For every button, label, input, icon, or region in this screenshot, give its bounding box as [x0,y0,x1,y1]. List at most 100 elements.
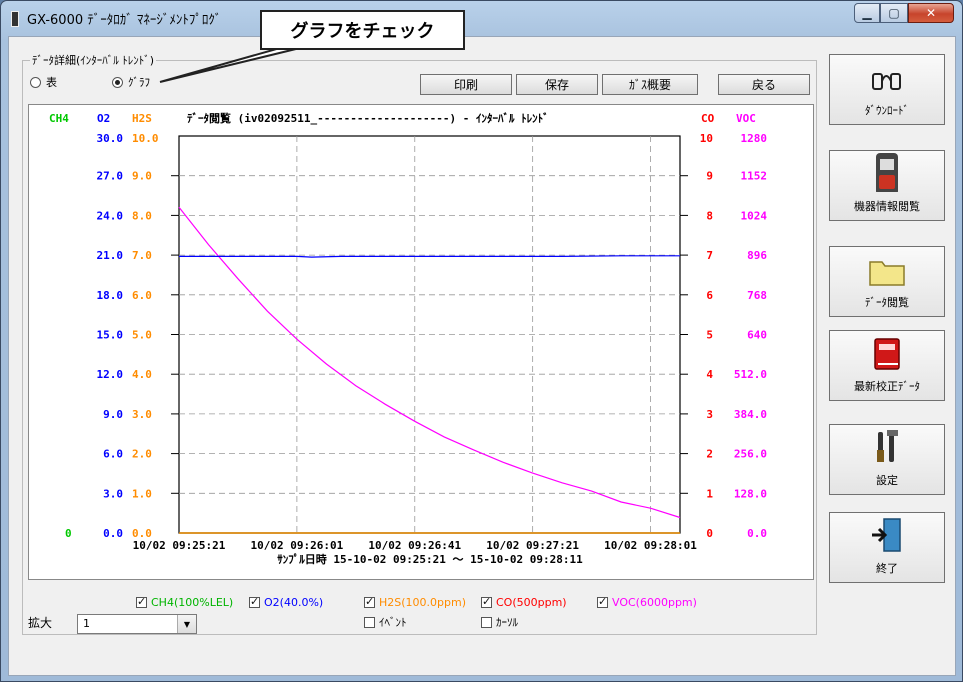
o2-tick-label: 15.0 [97,329,124,342]
app-icon [11,11,19,27]
voc-tick-label: 1152 [741,170,768,183]
co-tick-label: 8 [706,209,713,222]
h2s-checkbox[interactable] [364,595,375,608]
co-tick-label: 9 [706,170,713,183]
x-tick-label: 10/02 09:28:01 [604,539,697,552]
co-tick-label: 10 [700,132,713,145]
co-tick-label: 3 [706,408,713,421]
radio-graph[interactable]: ｸﾞﾗﾌ [112,74,150,90]
co-tick-label: 1 [706,487,713,500]
chart-panel: 10/02 09:25:21 10/02 09:26:01 10/02 09:26:… [28,104,814,580]
event-option[interactable]: ｲﾍﾞﾝﾄ [364,614,407,630]
minimize-button[interactable]: ▁ [854,3,880,23]
legend-co[interactable]: CO(500ppm) [481,595,567,609]
o2-tick-label: 21.0 [97,249,124,262]
minimize-icon: ▁ [862,6,872,20]
calibration-book-icon [874,338,900,370]
voc-label: VOC(6000ppm) [612,596,697,609]
radio-graph-dot[interactable] [112,76,123,88]
exit-door-icon [872,518,901,552]
h2s-tick-label: 3.0 [132,408,152,421]
back-button[interactable]: 戻る [718,74,810,95]
voc-tick-label: 768 [747,289,767,302]
co-tick-label: 0 [706,527,713,540]
o2-tick-label: 27.0 [97,170,124,183]
trend-chart: 10/02 09:25:21 10/02 09:26:01 10/02 09:26:… [49,111,768,566]
o2-tick-label: 3.0 [103,487,123,500]
cursor-option[interactable]: ｶｰｿﾙ [481,614,518,630]
legend-o2[interactable]: O2(40.0%) [249,595,324,609]
h2s-tick-label: 6.0 [132,289,152,302]
save-button[interactable]: 保存 [516,74,598,95]
o2-tick-label: 0.0 [103,527,123,540]
event-checkbox[interactable] [364,616,375,628]
data-view-label: ﾃﾞｰﾀ閲覧 [865,296,909,309]
chart-title: ﾃﾞｰﾀ閲覧 (iv02092511_--------------------)… [187,111,549,125]
print-button[interactable]: 印刷 [420,74,512,95]
legend-h2s[interactable]: H2S(100.0ppm) [364,595,466,609]
radio-table-dot[interactable] [30,76,41,88]
data-view-button[interactable]: ﾃﾞｰﾀ閲覧 [829,246,945,317]
exit-button[interactable]: 終了 [829,512,945,583]
x-tick-label: 10/02 09:27:21 [486,539,579,552]
axis-name-h2s: H2S [132,112,152,125]
o2-checkbox[interactable] [249,595,260,608]
maximize-icon: ▢ [888,6,900,20]
legend-ch4[interactable]: CH4(100%LEL) [136,595,234,609]
h2s-tick-label: 5.0 [132,329,152,342]
x-tick-label: 10/02 09:26:01 [251,539,344,552]
settings-label: 設定 [876,474,898,487]
axis-name-ch4: CH4 [49,112,69,125]
o2-label: O2(40.0%) [264,596,324,609]
o2-tick-label: 6.0 [103,448,123,461]
ch4-label: CH4(100%LEL) [151,596,234,609]
voc-tick-label: 256.0 [734,448,767,461]
co-tick-label: 2 [706,448,713,461]
voc-tick-label: 640 [747,329,767,342]
gas-summary-button[interactable]: ｶﾞｽ概要 [602,74,698,95]
h2s-tick-label: 8.0 [132,209,152,222]
co-checkbox[interactable] [481,595,492,608]
settings-button[interactable]: 設定 [829,424,945,495]
window-title: GX-6000 ﾃﾞｰﾀﾛｶﾞ ﾏﾈｰｼﾞﾒﾝﾄﾌﾟﾛｸﾞ [27,13,222,28]
voc-checkbox[interactable] [597,595,608,608]
series-line-voc [178,206,681,519]
radio-graph-label: ｸﾞﾗﾌ [128,76,150,89]
voc-tick-label: 128.0 [734,487,767,500]
ch4-checkbox[interactable] [136,595,147,608]
close-button[interactable]: ✕ [908,3,954,23]
h2s-tick-label: 2.0 [132,448,152,461]
tools-icon [877,430,898,462]
title-bar[interactable]: GX-6000 ﾃﾞｰﾀﾛｶﾞ ﾏﾈｰｼﾞﾒﾝﾄﾌﾟﾛｸﾞ ▁ ▢ ✕ [1,1,962,35]
o2-tick-label: 24.0 [97,209,124,222]
o2-tick-label: 9.0 [103,408,123,421]
axis-name-voc: VOC [736,112,756,125]
co-tick-label: 4 [706,368,713,381]
h2s-tick-label: 0.0 [132,527,152,540]
co-tick-label: 7 [706,249,713,262]
calibration-label: 最新校正ﾃﾞｰﾀ [854,380,920,393]
axis-name-o2: O2 [97,112,110,125]
gas-monitor-icon [876,153,898,192]
co-label: CO(500ppm) [496,596,567,609]
x-tick-label: 10/02 09:26:41 [368,539,461,552]
axis-name-co: CO [701,112,715,125]
exit-label: 終了 [876,562,898,575]
zoom-select[interactable]: 1 ▼ [77,614,197,634]
maximize-button[interactable]: ▢ [880,3,908,23]
co-tick-label: 5 [706,329,713,342]
h2s-tick-label: 7.0 [132,249,152,262]
chevron-down-icon[interactable]: ▼ [177,615,196,633]
series-line-o2 [179,255,680,258]
radio-table[interactable]: 表 [30,74,57,90]
radio-table-label: 表 [46,76,57,89]
event-label: ｲﾍﾞﾝﾄ [379,616,407,629]
cursor-checkbox[interactable] [481,616,492,628]
device-info-button[interactable]: 機器情報閲覧 [829,150,945,221]
legend-voc[interactable]: VOC(6000ppm) [597,595,697,609]
download-button[interactable]: ﾀﾞｳﾝﾛｰﾄﾞ [829,54,945,125]
calibration-button[interactable]: 最新校正ﾃﾞｰﾀ [829,330,945,401]
h2s-tick-label: 10.0 [132,132,159,145]
voc-tick-label: 1280 [741,132,768,145]
